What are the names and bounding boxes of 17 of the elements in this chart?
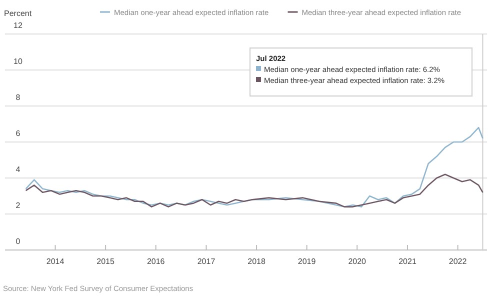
x-tick-label: 2015 xyxy=(96,257,116,266)
y-tick-label: 10 xyxy=(14,57,23,66)
y-tick-label: 0 xyxy=(16,237,21,246)
x-tick-label: 2021 xyxy=(398,257,417,266)
y-tick-label: 12 xyxy=(14,21,23,30)
x-tick-label: 2014 xyxy=(46,257,65,266)
x-tick-label: 2022 xyxy=(448,257,468,266)
y-tick-label: 2 xyxy=(16,201,21,210)
x-tick-label: 2017 xyxy=(197,257,216,266)
x-tick-label: 2020 xyxy=(348,257,367,266)
y-tick-label: 6 xyxy=(16,129,21,138)
y-tick-label: 8 xyxy=(16,93,21,102)
y-tick-label: 4 xyxy=(16,165,21,174)
x-tick-label: 2019 xyxy=(298,257,316,266)
y-axis-title: Percent xyxy=(4,9,32,18)
x-tick-label: 2018 xyxy=(248,257,266,266)
x-tick-label: 2016 xyxy=(146,257,166,266)
